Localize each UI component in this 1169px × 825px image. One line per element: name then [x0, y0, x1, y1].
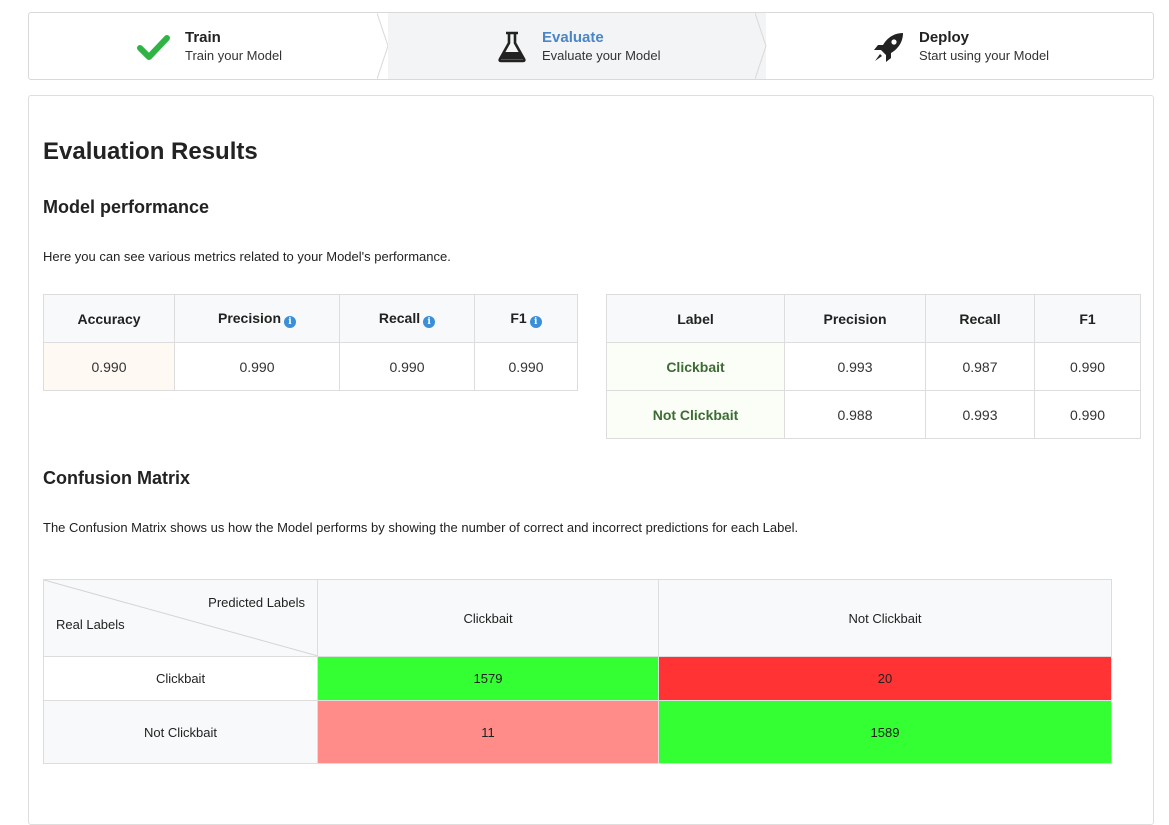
page-title: Evaluation Results — [43, 138, 258, 165]
precision-value: 0.993 — [784, 342, 926, 391]
matrix-cell-correct: 1589 — [658, 700, 1112, 764]
step-evaluate[interactable]: Evaluate Evaluate your Model — [388, 13, 767, 79]
rocket-icon — [874, 33, 903, 62]
step-title: Train — [185, 29, 221, 46]
matrix-cell-correct: 1579 — [317, 656, 659, 701]
recall-header: Recall i — [339, 294, 475, 343]
model-performance-description: Here you can see various metrics related… — [43, 249, 451, 264]
step-desc: Evaluate your Model — [542, 48, 661, 63]
step-desc: Train your Model — [185, 48, 283, 63]
info-icon[interactable]: i — [529, 315, 542, 328]
precision-header: Precision — [784, 294, 926, 343]
label-name: Not Clickbait — [606, 390, 785, 439]
precision-value: 0.990 — [174, 342, 340, 391]
label-header: Label — [606, 294, 785, 343]
step-deploy[interactable]: Deploy Start using your Model — [766, 13, 1153, 79]
f1-value: 0.990 — [474, 342, 578, 391]
table-row: Not Clickbait 0.988 0.993 0.990 — [606, 390, 1141, 439]
f1-header: F1 — [1034, 294, 1141, 343]
step-title: Deploy — [919, 29, 970, 46]
flask-icon — [498, 31, 526, 63]
column-header-clickbait: Clickbait — [317, 579, 659, 657]
diagonal-divider — [44, 580, 318, 656]
f1-header: F1 i — [474, 294, 578, 343]
step-separator — [755, 13, 767, 79]
label-metrics-table: Label Precision Recall F1 Clickbait 0.99… — [606, 294, 1141, 439]
check-icon — [137, 35, 170, 60]
confusion-matrix-heading: Confusion Matrix — [43, 468, 190, 488]
recall-value: 0.990 — [339, 342, 475, 391]
predicted-labels-caption: Predicted Labels — [208, 595, 305, 610]
matrix-row: Not Clickbait 11 1589 — [43, 700, 1112, 764]
column-header-not-clickbait: Not Clickbait — [658, 579, 1112, 657]
model-performance-heading: Model performance — [43, 197, 210, 217]
confusion-matrix-table: Predicted Labels Real Labels Clickbait N… — [43, 579, 1112, 764]
steps-bar: Train Train your Model Evaluate Evaluate… — [28, 12, 1154, 80]
label-name: Clickbait — [606, 342, 785, 391]
step-desc: Start using your Model — [919, 48, 1050, 63]
recall-header: Recall — [925, 294, 1035, 343]
row-header-clickbait: Clickbait — [43, 656, 318, 701]
step-train[interactable]: Train Train your Model — [29, 13, 389, 79]
recall-value: 0.987 — [925, 342, 1035, 391]
matrix-cell-incorrect: 20 — [658, 656, 1112, 701]
accuracy-value: 0.990 — [43, 342, 175, 391]
overall-metrics-table: Accuracy Precision i Recall i F1 i 0.990 0.… — [43, 294, 578, 391]
f1-value: 0.990 — [1034, 390, 1141, 439]
info-icon[interactable]: i — [284, 315, 297, 328]
table-row: Clickbait 0.993 0.987 0.990 — [606, 342, 1141, 391]
real-labels-caption: Real Labels — [56, 617, 125, 632]
info-icon[interactable]: i — [423, 315, 436, 328]
step-title: Evaluate — [542, 29, 604, 46]
matrix-cell-incorrect: 11 — [317, 700, 659, 764]
precision-header: Precision i — [174, 294, 340, 343]
row-header-not-clickbait: Not Clickbait — [43, 700, 318, 764]
recall-value: 0.993 — [925, 390, 1035, 439]
matrix-corner: Predicted Labels Real Labels — [43, 579, 318, 657]
accuracy-header: Accuracy — [43, 294, 175, 343]
f1-value: 0.990 — [1034, 342, 1141, 391]
confusion-matrix-description: The Confusion Matrix shows us how the Mo… — [43, 520, 799, 535]
matrix-row: Clickbait 1579 20 — [43, 656, 1112, 701]
precision-value: 0.988 — [784, 390, 926, 439]
